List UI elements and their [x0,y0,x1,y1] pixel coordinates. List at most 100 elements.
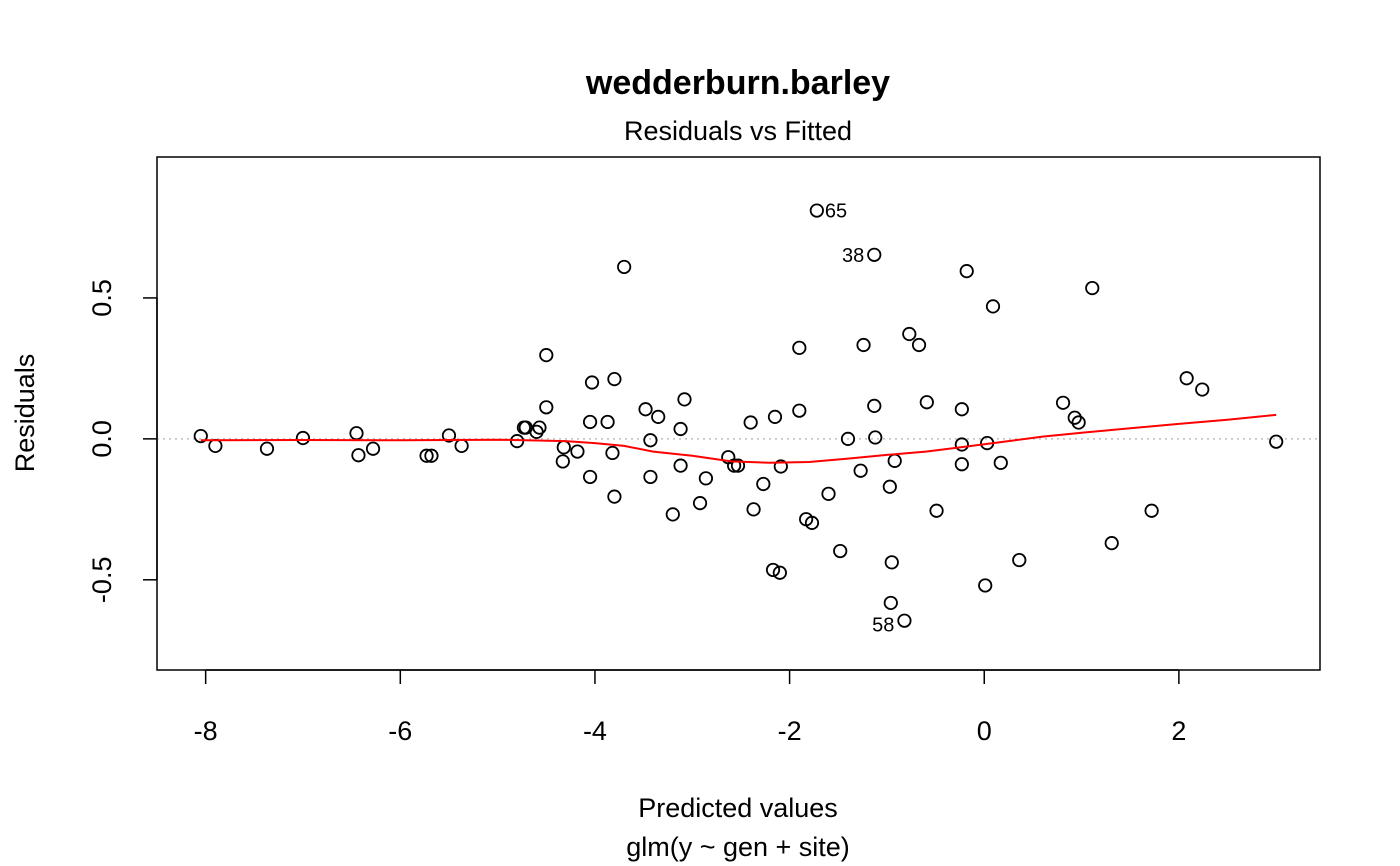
data-point [954,457,969,472]
data-point [959,264,974,279]
data-point [767,409,783,424]
data-point [698,471,713,486]
data-point [853,463,868,478]
x-tick-label: -4 [583,716,607,746]
data-point [349,426,364,441]
x-tick-label: 2 [1171,716,1186,746]
data-point [867,398,882,413]
data-point [208,438,223,454]
data-point [673,458,688,473]
data-point [746,502,761,517]
data-point [792,340,807,355]
data-point [1269,434,1284,449]
data-point [600,414,615,430]
data-point [929,503,944,518]
data-point [804,515,820,530]
data-point [867,247,882,262]
data-point [193,428,208,444]
data-point [638,402,653,417]
data-point [1071,415,1086,430]
data-point [978,578,993,593]
data-point [582,469,598,485]
data-point [539,348,554,363]
data-point [295,430,311,446]
data-point [582,414,598,430]
data-point [954,437,969,452]
data-point [993,455,1008,470]
data-point [556,440,571,455]
x-tick-label: 0 [977,716,992,746]
y-tick-label: -0.5 [87,557,117,604]
data-point [1195,382,1210,397]
data-point [351,448,366,463]
x-axis-sublabel: glm(y ~ gen + site) [626,832,850,862]
point-label-58: 58 [872,615,894,637]
point-label-38: 38 [842,245,864,267]
smooth-line [200,413,1277,464]
data-point [730,458,746,473]
data-point [887,453,902,468]
data-point [643,433,658,448]
chart-subtitle: Residuals vs Fitted [624,116,852,146]
data-point [1179,371,1194,386]
data-point [677,392,692,407]
data-point [1012,552,1027,568]
data-point [1144,503,1159,518]
point-labels: 65 38 58 [825,201,895,637]
y-axis-label: Residuals [10,354,40,473]
data-point [868,430,883,445]
data-point [1104,536,1119,551]
data-point [897,613,912,628]
data-point [605,445,620,461]
data-point [856,337,871,353]
smooth-line-group [200,413,1277,464]
data-point [419,448,434,463]
x-tick-label: -2 [778,716,802,746]
data-point [911,337,927,353]
data-point [454,438,469,454]
data-point [792,403,807,418]
y-axis: -0.5 0.0 0.5 [87,279,158,604]
data-point [570,444,585,459]
data-point [617,259,632,275]
data-point [1085,280,1100,296]
data-point [692,496,708,511]
data-point [902,326,917,342]
data-point [665,507,680,522]
data-point [607,372,622,387]
data-point [555,454,570,469]
data-point [727,458,742,473]
x-axis-label: Predicted values [638,793,838,823]
data-point [673,421,688,437]
data-point [643,469,658,485]
data-point [532,420,547,435]
data-point [884,555,899,570]
data-point [756,476,771,492]
plot-frame [156,156,1321,671]
data-point [985,299,1001,314]
data-point [584,375,600,390]
data-point [919,395,934,410]
data-point [882,479,897,494]
data-point [259,441,275,456]
data-point [539,400,554,415]
data-point [773,459,788,474]
data-point [809,203,824,218]
data-point [772,565,787,580]
data-point [441,428,457,443]
chart-title: wedderburn.barley [585,64,890,102]
data-point [365,441,381,456]
data-point [1055,395,1071,410]
x-axis: -8 -6 -4 -2 0 2 [194,669,1186,746]
x-tick-label: -8 [194,716,218,746]
data-point [954,402,969,417]
point-label-65: 65 [825,201,847,223]
data-point [529,424,544,439]
data-points [193,203,1284,628]
data-point [840,431,856,446]
data-point [607,489,622,504]
data-point [821,486,836,501]
y-tick-label: 0.5 [87,279,117,317]
data-point [651,409,666,424]
